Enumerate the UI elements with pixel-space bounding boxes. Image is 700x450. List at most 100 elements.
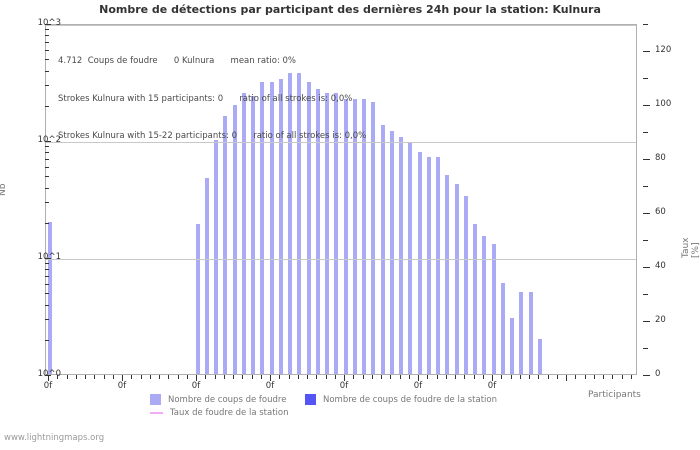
x-tick [427,375,429,379]
y-tick-left [45,222,49,224]
annotation-line-1: 4.712 Coups de foudre 0 Kulnura mean rat… [58,56,296,66]
legend-item[interactable]: Nombre de coups de foudre [150,394,286,405]
bar [204,178,209,374]
bar [528,292,533,374]
y-tick-left [45,304,49,306]
bar [325,93,329,374]
y-ticklabel-left: 10^3 [37,18,61,28]
y-tick-left [45,35,49,37]
legend-label: Taux de foudre de la station [170,408,289,418]
x-tick [510,375,512,379]
bar [47,221,52,374]
bar [306,81,311,374]
x-tick [214,375,216,379]
y-tick-left [45,42,49,44]
x-tick [473,375,475,379]
y-tick-left [45,159,49,161]
gridline [46,259,636,260]
bar [380,124,385,374]
x-tick [492,375,493,381]
bar [278,79,283,374]
x-tick [57,375,59,379]
legend-label: Nombre de coups de foudre de la station [323,394,497,405]
x-tick [260,375,262,379]
x-tick [66,375,68,379]
x-tick [75,375,77,379]
y-ticklabel-right: 40 [655,261,666,271]
legend-item[interactable]: Taux de foudre de la station [150,408,289,418]
bar [288,73,292,374]
x-tick [205,375,207,379]
y-ticklabel-right: 0 [655,369,661,379]
y-tick-left [45,70,49,72]
x-tick [529,375,530,379]
x-tick [223,375,225,379]
bar [389,130,394,374]
y-tick-right [643,159,650,160]
legend-item[interactable]: Nombre de coups de foudre de la station [305,394,497,405]
y-tick-right [643,132,648,133]
x-tick [251,375,253,379]
x-tick [140,375,142,379]
bar [399,136,403,374]
x-tick [464,375,466,379]
y-tick-right [643,213,650,214]
bar [352,99,357,374]
x-tick [381,375,382,379]
x-tick [307,375,308,379]
y-tick-right [643,78,648,79]
bar-series [46,25,636,374]
x-tick [445,375,447,379]
x-tick [159,375,160,379]
bar [260,81,265,374]
bar [463,196,468,374]
x-tick [233,375,234,379]
legend-swatch-icon [150,394,161,405]
x-ticklabel: 0f [487,381,497,391]
y-axis-left-label: Nb [0,183,8,196]
y-ticklabel-right: 80 [655,153,666,163]
legend-line-icon [150,412,163,414]
annotation-line-2: Strokes Kulnura with 15 participants: 0 … [58,93,353,104]
x-ticklabel: 0f [191,381,201,391]
y-tick-right [643,375,650,376]
bar [232,104,237,374]
y-tick-left [45,146,49,148]
x-tick [418,375,419,381]
plot-annotations: 4.712 Coups de foudre 0 Kulnura mean rat… [58,30,366,168]
y-tick-left [45,105,49,107]
y-tick-left [45,293,49,295]
y-tick-right [643,267,650,268]
y-tick-left [45,339,49,341]
x-tick [316,375,318,379]
bar [445,175,450,374]
x-tick [48,375,49,381]
bar [269,81,274,374]
x-tick [279,375,281,379]
x-tick [584,375,586,379]
y-tick-left [45,319,49,321]
x-tick [399,375,401,379]
y-tick-left [45,263,49,265]
bar [436,156,440,374]
x-tick [112,375,114,379]
legend-swatch-icon [305,394,316,405]
x-tick [362,375,364,379]
bar [315,88,320,374]
bar [343,99,348,374]
y-tick-left [45,187,49,189]
bar [223,116,228,374]
x-tick [538,375,540,379]
x-ticklabel: 0f [265,381,275,391]
x-tick [621,375,623,379]
x-tick [334,375,336,379]
x-tick [593,375,595,379]
y-tick-left [45,269,49,271]
y-tick-right [643,24,648,25]
bar [241,93,246,374]
x-tick [85,375,86,379]
y-tick-right [643,105,650,106]
y-tick-right [643,294,648,295]
bar [334,93,339,374]
